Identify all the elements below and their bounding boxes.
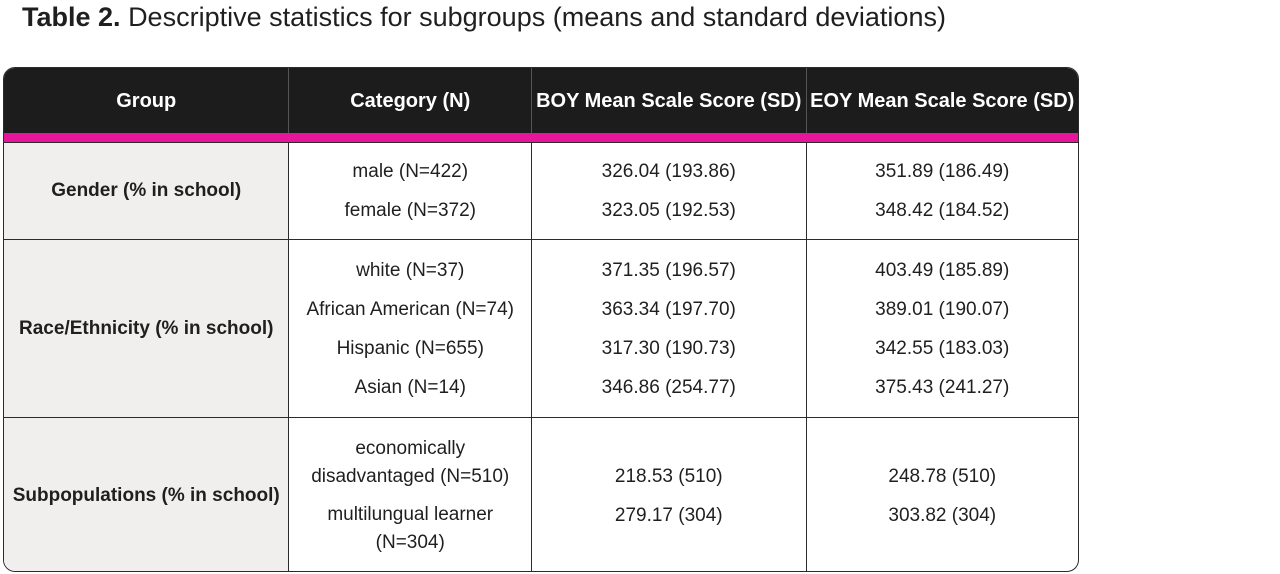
group-cell: Race/Ethnicity (% in school) [4,240,290,417]
boy-value: 363.34 (197.70) [601,298,736,320]
boy-value: 326.04 (193.86) [601,161,736,182]
stats-table: Group Category (N) BOY Mean Scale Score … [3,67,1079,572]
category-value: economically disadvantaged (N=510) [311,437,510,487]
boy-value: 317.30 (190.73) [601,337,736,359]
category-cell: white (N=37) African American (N=74) His… [289,240,533,417]
boy-cell: 218.53 (510) 279.17 (304) [532,418,807,571]
table-header-row: Group Category (N) BOY Mean Scale Score … [4,68,1078,135]
eoy-value: 375.43 (241.27) [875,376,1010,398]
eoy-value: 351.89 (186.49) [875,161,1010,182]
category-value: Hispanic (N=655) [336,337,484,359]
category-value: female (N=372) [344,200,476,221]
boy-value: 323.05 (192.53) [601,200,736,221]
boy-cell: 326.04 (193.86) 323.05 (192.53) [532,143,807,239]
table-row-race-ethnicity: Race/Ethnicity (% in school) white (N=37… [4,239,1078,417]
header-boy-score: BOY Mean Scale Score (SD) [532,68,807,135]
table-row-gender: Gender (% in school) male (N=422) female… [4,142,1078,239]
header-eoy-score: EOY Mean Scale Score (SD) [810,90,1075,112]
table-caption: Descriptive statistics for subgroups (me… [128,2,946,32]
eoy-value: 348.42 (184.52) [875,200,1010,221]
category-value: African American (N=74) [306,298,514,320]
eoy-value: 342.55 (183.03) [875,337,1010,359]
category-value: white (N=37) [356,259,465,281]
header-group: Group [4,68,290,135]
table-label: Table 2. [22,2,121,32]
category-value: male (N=422) [352,161,469,182]
eoy-value: 389.01 (190.07) [875,298,1010,320]
category-cell: economically disadvantaged (N=510) multi… [289,418,533,571]
header-category: Category (N) [289,68,533,135]
boy-value: 218.53 (510) [614,465,723,487]
eoy-value: 303.82 (304) [888,504,997,526]
eoy-value: 403.49 (185.89) [875,259,1010,281]
eoy-cell: 248.78 (510) 303.82 (304) [807,418,1079,571]
boy-cell: 371.35 (196.57) 363.34 (197.70) 317.30 (… [532,240,807,417]
boy-value: 279.17 (304) [614,504,723,526]
category-value: Asian (N=14) [354,376,466,398]
eoy-cell: 351.89 (186.49) 348.42 (184.52) [807,143,1079,239]
table-title: Table 2. Descriptive statistics for subg… [22,0,946,36]
group-label: Gender (% in school) [51,180,242,201]
table-row-subpopulations: Subpopulations (% in school) economicall… [4,417,1079,571]
group-cell: Gender (% in school) [4,143,290,239]
category-value: multilungual learner (N=304) [327,503,494,553]
category-cell: male (N=422) female (N=372) [289,143,533,239]
boy-value: 346.86 (254.77) [601,376,736,398]
header-accent-bar [4,133,1078,142]
group-label: Race/Ethnicity (% in school) [19,317,274,339]
group-label: Subpopulations (% in school) [12,484,280,506]
group-cell: Subpopulations (% in school) [4,418,290,571]
eoy-value: 248.78 (510) [888,465,997,487]
boy-value: 371.35 (196.57) [601,259,736,281]
eoy-cell: 403.49 (185.89) 389.01 (190.07) 342.55 (… [807,240,1079,417]
